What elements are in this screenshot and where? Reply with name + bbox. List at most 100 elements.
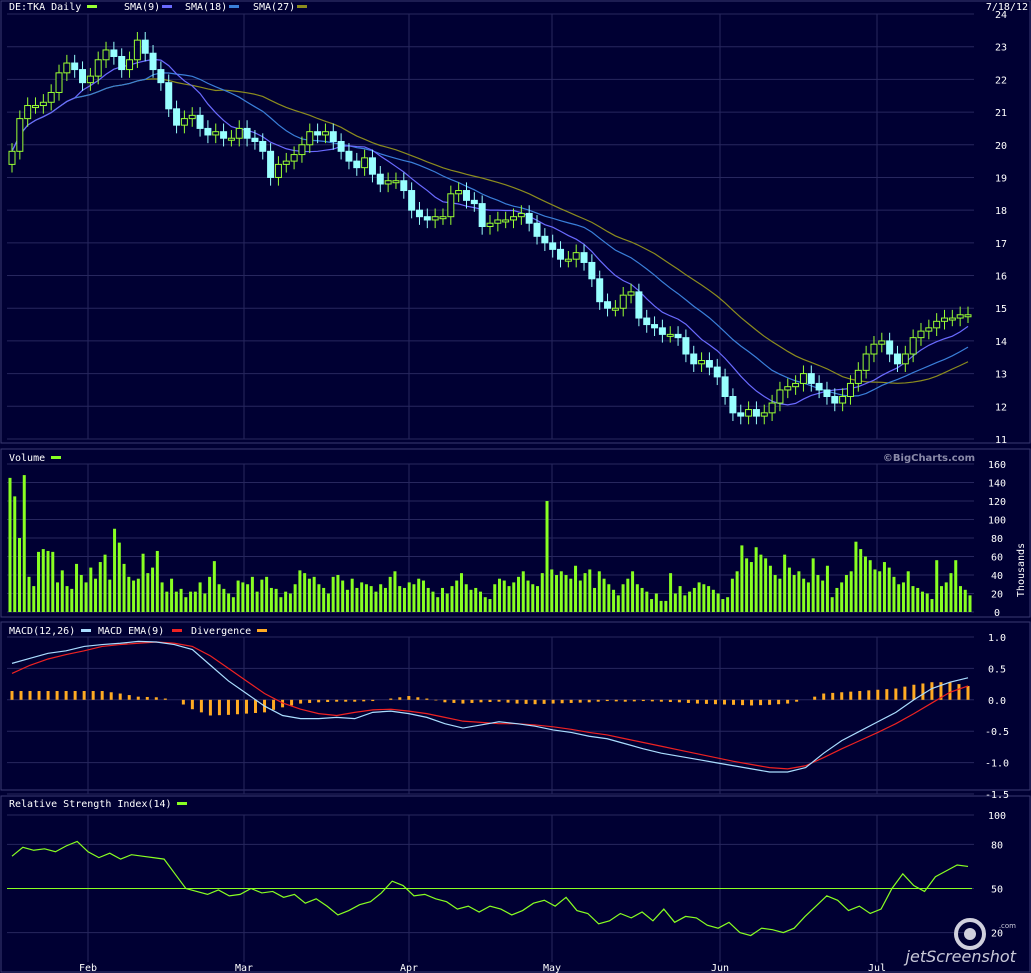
volume-bar	[526, 580, 530, 612]
divergence-bar	[750, 699, 754, 706]
candle-body	[588, 261, 596, 280]
candle-body	[165, 82, 173, 110]
macd-tick-label: 0.0	[988, 696, 1006, 707]
candle-body	[298, 144, 306, 156]
candle-body	[361, 157, 369, 169]
volume-bar	[284, 591, 288, 612]
candle-body	[721, 376, 729, 397]
volume-bar	[478, 591, 482, 612]
volume-bar	[954, 560, 958, 612]
divergence-bar	[100, 691, 104, 700]
macd-ema-label: MACD EMA(9)	[98, 626, 164, 637]
candle-body	[24, 105, 32, 120]
volume-bar	[897, 584, 901, 612]
candle-body	[470, 199, 478, 205]
volume-bar	[431, 591, 435, 612]
volume-bar	[13, 496, 17, 612]
macd-tick-label: -1.5	[985, 790, 1009, 801]
candle-body	[431, 216, 439, 221]
divergence-bar	[524, 699, 528, 704]
sma18-swatch	[229, 5, 239, 8]
candle-body	[196, 114, 204, 129]
volume-bar	[32, 586, 36, 612]
volume-bar	[417, 578, 421, 612]
candle-body	[39, 101, 47, 107]
volume-bar	[564, 575, 568, 612]
volume-bar	[692, 587, 696, 612]
divergence-bar	[921, 683, 925, 700]
volume-bar	[816, 575, 820, 612]
volume-bar	[664, 600, 668, 612]
price-tick-label: 22	[995, 75, 1007, 86]
divergence-bar	[145, 696, 149, 700]
volume-bar	[222, 588, 226, 612]
candle-body	[486, 222, 494, 228]
volume-bar	[398, 586, 402, 612]
divergence-bar	[127, 695, 131, 700]
volume-bar	[906, 571, 910, 612]
volume-bar	[768, 565, 772, 612]
macd-y-ticks: 1.0 0.5 0.0 -0.5 -1.0 -1.5	[985, 633, 1009, 801]
divergence-bar	[217, 699, 221, 716]
rsi-y-ticks: 100 80 50 20	[988, 811, 1006, 940]
volume-bar	[735, 571, 739, 612]
divergence-bar	[722, 699, 726, 705]
candle-body	[627, 291, 635, 296]
month-label: Mar	[235, 963, 253, 973]
candle-body	[557, 248, 565, 260]
month-label: Apr	[400, 963, 418, 973]
divergence-bar	[777, 699, 781, 705]
macd-swatch	[81, 629, 91, 632]
candle-body	[251, 137, 259, 143]
camera-icon	[954, 918, 986, 950]
volume-bar	[593, 587, 597, 612]
rsi-tick-label: 20	[991, 929, 1003, 940]
volume-bar	[65, 586, 69, 612]
macd-tick-label: -1.0	[985, 759, 1009, 770]
volume-bar	[859, 549, 863, 612]
volume-bar	[911, 586, 915, 612]
volume-bar	[635, 584, 639, 612]
volume-bar	[498, 578, 502, 612]
jetscreenshot-logo: jetScreenshot .com	[904, 918, 1017, 966]
brand-suffix: .com	[999, 922, 1016, 930]
volume-bar	[241, 582, 245, 612]
rsi-tick-label: 50	[991, 885, 1003, 896]
month-label: Jun	[711, 963, 729, 973]
volume-bar	[75, 563, 79, 612]
panel-frame	[0, 795, 1031, 973]
volume-bar	[821, 580, 825, 612]
volume-bar	[450, 586, 454, 612]
divergence-bar	[55, 691, 59, 700]
sma27-swatch	[297, 5, 307, 8]
volume-bar	[797, 571, 801, 612]
divergence-bar	[470, 699, 474, 703]
divergence-bar	[488, 699, 492, 702]
candle-body	[658, 327, 666, 335]
volume-bar	[8, 477, 12, 612]
volume-bar	[27, 576, 31, 612]
divergence-bar	[939, 682, 943, 700]
volume-bar	[70, 588, 74, 612]
candle-body	[752, 409, 760, 417]
divergence-bar	[713, 699, 717, 705]
volume-bar	[939, 586, 943, 612]
volume-bar	[455, 580, 459, 612]
volume-bar	[578, 580, 582, 612]
volume-bar	[830, 597, 834, 612]
volume-bar	[935, 560, 939, 612]
divergence-label: Divergence	[191, 626, 251, 637]
divergence-bar	[515, 699, 519, 704]
volume-bar	[806, 582, 810, 612]
divergence-bar	[443, 699, 447, 703]
volume-bar	[483, 597, 487, 612]
candle-body	[94, 59, 102, 77]
divergence-bar	[344, 699, 348, 702]
volume-bar	[426, 587, 430, 612]
volume-panel: Volume ©BigCharts.com 0 20 40 60 80 100 120 140…	[8, 453, 1027, 619]
volume-units-label: Thousands	[1016, 543, 1027, 597]
candlesticks	[8, 31, 972, 425]
divergence-bar	[109, 692, 113, 700]
candle-body	[925, 327, 933, 332]
